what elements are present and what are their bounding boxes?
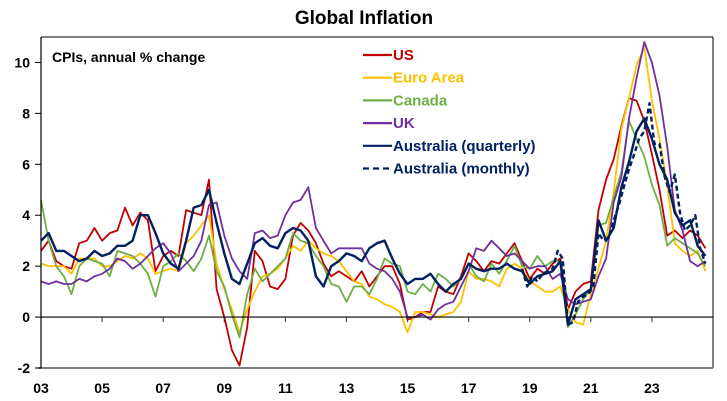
series-line-us [40, 97, 707, 367]
x-tick-label: 15 [400, 380, 416, 396]
y-tick-label: 6 [22, 156, 30, 172]
x-tick-label: 07 [155, 380, 171, 396]
y-tick-label: -2 [18, 360, 31, 376]
legend-label: Australia (monthly) [393, 161, 530, 178]
x-tick-label: 19 [522, 380, 538, 396]
plot-frame [38, 36, 714, 369]
series-line-australia-monthly [520, 101, 707, 326]
series-line-euro-area [40, 46, 707, 334]
legend-label: US [393, 47, 414, 64]
legend-label: Canada [393, 92, 448, 109]
series-line-canada [40, 120, 707, 339]
x-tick-label: 13 [339, 380, 355, 396]
legend: US Euro Area Canada UK Australia (quarterly)… [363, 47, 536, 178]
series-line-australia-quarterly [40, 117, 707, 326]
x-tick-label: 03 [33, 380, 49, 396]
axes-layer: -2 0 2 4 6 8 10 03 05 07 09 11 13 15 17 19 21 23 [14, 37, 713, 396]
x-tick-label: 11 [278, 380, 293, 396]
series-line-uk [40, 41, 706, 321]
x-tick-label: 17 [461, 380, 477, 396]
y-tick-label: 8 [22, 105, 30, 121]
y-tick-label: 0 [22, 309, 30, 325]
x-tick-label: 21 [583, 380, 599, 396]
y-tick-label: 10 [14, 54, 30, 70]
chart-title: Global Inflation [295, 8, 433, 29]
legend-label: UK [393, 115, 415, 132]
x-tick-label: 05 [94, 380, 110, 396]
legend-label: Australia (quarterly) [393, 138, 536, 155]
x-tick-label: 23 [644, 380, 660, 396]
x-tick-label: 09 [216, 380, 232, 396]
series-layer [40, 41, 707, 367]
legend-label: Euro Area [393, 70, 465, 87]
chart-subtitle: CPIs, annual % change [52, 49, 205, 65]
y-tick-label: 2 [22, 258, 30, 274]
y-tick-label: 4 [22, 207, 30, 223]
